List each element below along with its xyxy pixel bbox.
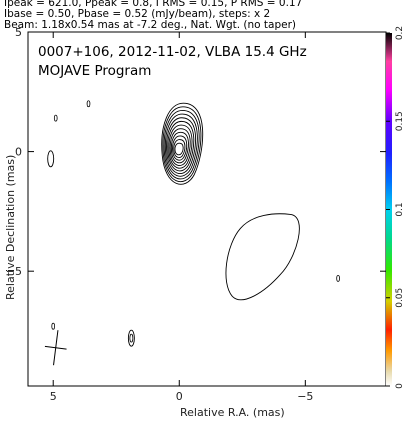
header-line-3: Beam: 1.18x0.54 mas at -7.2 deg., Nat. W… (4, 19, 297, 31)
chart-subtitle: MOJAVE Program (38, 63, 151, 79)
beam-minor-axis (44, 345, 67, 350)
header-line-2: Ibase = 0.50, Pbase = 0.52 (mJy/beam), s… (4, 8, 271, 20)
plot-frame (27, 31, 387, 387)
colorbar-tick-label: 0.1 (395, 202, 405, 216)
core-contour (172, 135, 188, 161)
colorbar-tick-label: 0.15 (395, 111, 405, 131)
core-contour (169, 128, 191, 166)
diffuse-contour (225, 213, 300, 301)
core-contour (164, 113, 198, 177)
y-tick-label: −5 (6, 265, 22, 278)
south-blob-contour (127, 329, 135, 347)
noise-contour (51, 322, 56, 330)
y-axis-label: Relative Declination (mas) (4, 155, 17, 300)
core-contour (168, 124, 193, 169)
noise-contour (86, 100, 91, 108)
beam-marker (44, 330, 67, 366)
core-contour (170, 131, 189, 164)
y-tick-label: 5 (15, 26, 22, 39)
core-contour (167, 120, 195, 172)
core-contour (166, 117, 197, 175)
colorbar-tick-label: 0.2 (395, 26, 405, 40)
noise-contour (336, 274, 340, 282)
x-tick-label: −5 (297, 390, 313, 403)
chart-title: 0007+106, 2012-11-02, VLBA 15.4 GHz (38, 44, 307, 60)
x-tick-label: 0 (176, 390, 183, 403)
noise-contour (53, 114, 58, 122)
core-contour (163, 110, 200, 180)
core-contour (162, 106, 202, 182)
header-line-1: Ipeak = 621.0, Ppeak = 0.8, I RMS = 0.15… (4, 0, 303, 9)
core-contour (161, 102, 204, 185)
colorbar-tick-label: 0 (395, 383, 405, 389)
colorbar-ticks: 0 0.05 0.1 0.15 0.2 (386, 26, 405, 389)
x-axis-label: Relative R.A. (mas) (180, 406, 285, 419)
south-blob-inner-contour (129, 333, 134, 343)
y-tick-label: 0 (15, 146, 22, 159)
colorbar-tick-label: 0.05 (395, 288, 405, 308)
axis-ticks: 5 0 −5 5 0 −5 (6, 26, 386, 403)
west-blob-contour (47, 150, 55, 168)
contour-layer (44, 100, 340, 366)
core-contour (174, 142, 184, 156)
x-tick-label: 5 (50, 390, 57, 403)
core-contour (173, 139, 186, 158)
